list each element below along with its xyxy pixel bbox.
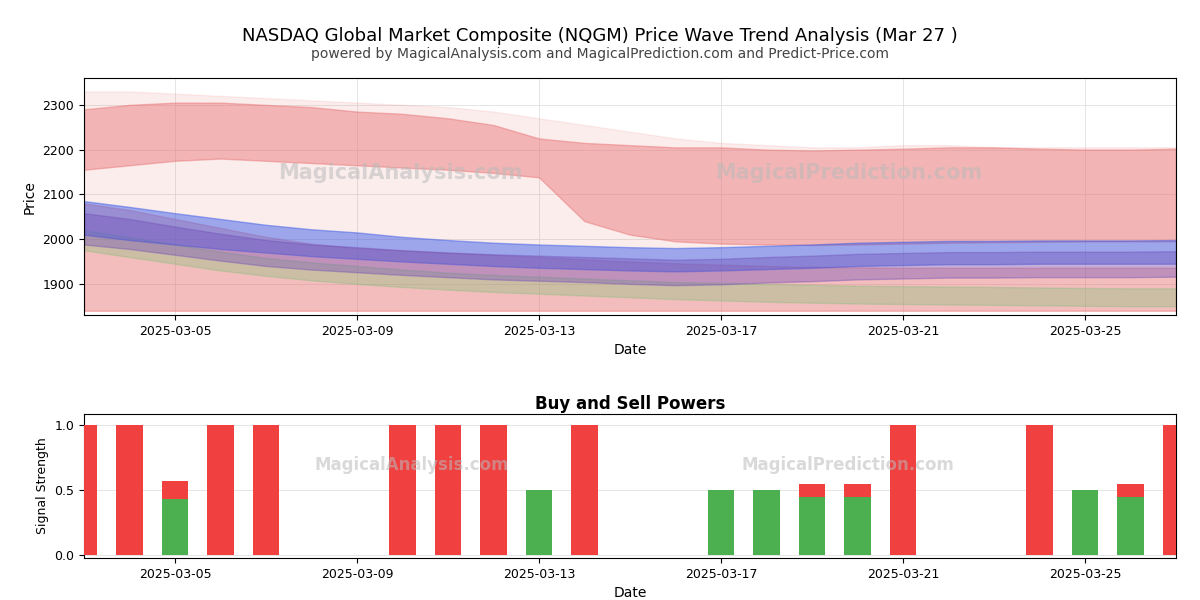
- Bar: [845, 497, 871, 556]
- Bar: [389, 425, 415, 556]
- Text: MagicalAnalysis.com: MagicalAnalysis.com: [278, 163, 523, 183]
- Bar: [434, 425, 461, 556]
- Bar: [526, 490, 552, 556]
- Bar: [526, 490, 552, 556]
- Bar: [571, 425, 598, 556]
- Text: MagicalAnalysis.com: MagicalAnalysis.com: [314, 455, 509, 473]
- Text: MagicalPrediction.com: MagicalPrediction.com: [742, 455, 955, 473]
- Text: MagicalPrediction.com: MagicalPrediction.com: [715, 163, 982, 183]
- Bar: [208, 425, 234, 556]
- X-axis label: Date: Date: [613, 343, 647, 358]
- Bar: [1117, 497, 1144, 556]
- X-axis label: Date: Date: [613, 586, 647, 600]
- Bar: [708, 490, 734, 556]
- Bar: [1072, 490, 1098, 556]
- Text: powered by MagicalAnalysis.com and MagicalPrediction.com and Predict-Price.com: powered by MagicalAnalysis.com and Magic…: [311, 47, 889, 61]
- Title: Buy and Sell Powers: Buy and Sell Powers: [535, 395, 725, 413]
- Bar: [799, 497, 826, 556]
- Bar: [799, 484, 826, 556]
- Bar: [845, 484, 871, 556]
- Bar: [71, 425, 97, 556]
- Bar: [162, 499, 188, 556]
- Bar: [708, 490, 734, 556]
- Y-axis label: Signal Strength: Signal Strength: [36, 438, 49, 535]
- Bar: [1026, 425, 1052, 556]
- Y-axis label: Price: Price: [23, 179, 37, 214]
- Bar: [1117, 484, 1144, 556]
- Bar: [1163, 425, 1189, 556]
- Bar: [116, 425, 143, 556]
- Text: NASDAQ Global Market Composite (NQGM) Price Wave Trend Analysis (Mar 27 ): NASDAQ Global Market Composite (NQGM) Pr…: [242, 27, 958, 45]
- Bar: [1072, 490, 1098, 556]
- Bar: [480, 425, 506, 556]
- Bar: [253, 425, 280, 556]
- Bar: [754, 490, 780, 556]
- Bar: [162, 481, 188, 556]
- Bar: [754, 490, 780, 556]
- Bar: [889, 425, 917, 556]
